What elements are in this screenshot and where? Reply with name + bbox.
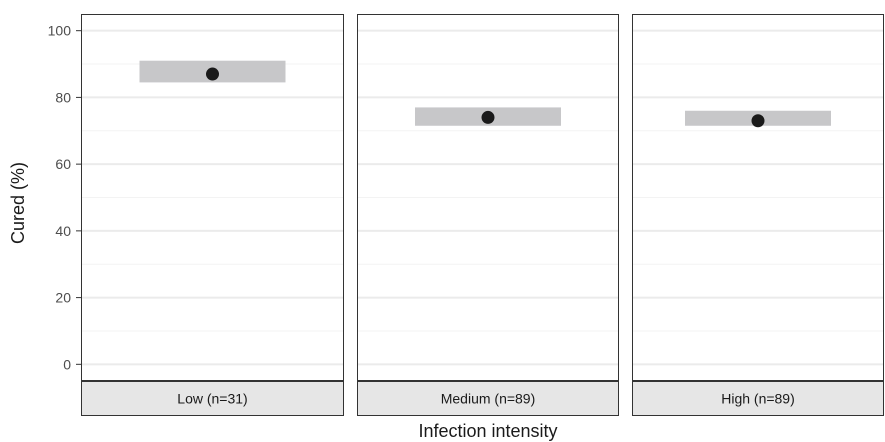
y-tick-label: 40	[55, 223, 71, 239]
data-point	[751, 114, 765, 128]
y-tick-label: 80	[55, 89, 71, 105]
facet-strip-label: Low (n=31)	[177, 391, 247, 407]
y-tick-label: 100	[48, 23, 72, 39]
y-axis-title: Cured (%)	[8, 162, 28, 244]
facet-strip	[81, 381, 344, 416]
facet-panels: Low (n=31) Medium (n=89) High (n=89)	[81, 14, 884, 416]
y-axis: 0 20 40 60 80 100	[48, 23, 81, 372]
y-tick-label: 20	[55, 290, 71, 306]
facet-strip-label: Medium (n=89)	[441, 391, 536, 407]
y-tick-label: 0	[63, 356, 71, 372]
panel-border	[357, 14, 619, 381]
panel-border	[632, 14, 884, 381]
facet-panel: High (n=89)	[632, 14, 884, 416]
facet-strip	[357, 381, 619, 416]
facet-strip-label: High (n=89)	[721, 391, 795, 407]
panel-border	[81, 14, 344, 381]
x-axis-title: Infection intensity	[418, 421, 557, 441]
y-tick-label: 60	[55, 156, 71, 172]
facet-strip	[632, 381, 884, 416]
facet-panel: Medium (n=89)	[357, 14, 619, 416]
facet-panel: Low (n=31)	[81, 14, 344, 416]
data-point	[206, 67, 219, 81]
data-point	[481, 110, 495, 124]
